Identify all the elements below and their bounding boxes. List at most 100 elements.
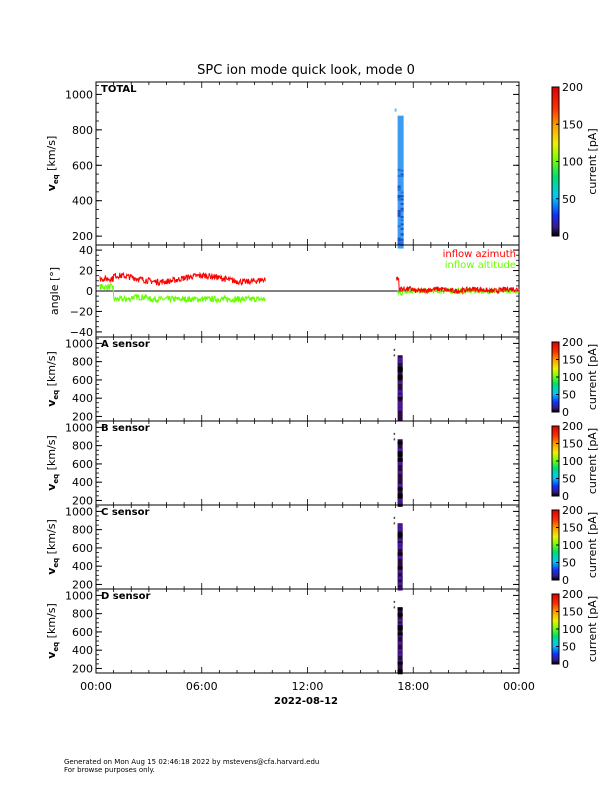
y-tick-label: 200 xyxy=(72,662,93,675)
data-speckle xyxy=(397,626,403,630)
panel-frame xyxy=(95,81,520,246)
data-speck xyxy=(393,600,396,603)
data-speckle xyxy=(400,207,404,210)
colorbar-tick-label: 100 xyxy=(562,455,583,468)
data-speckle xyxy=(397,241,401,244)
panel-frame xyxy=(95,336,520,422)
data-speckle xyxy=(400,238,404,241)
colorbar-label: current [pA] xyxy=(586,428,599,494)
colorbar-label: current [pA] xyxy=(586,344,599,410)
data-speckle xyxy=(400,216,404,219)
y-axis-label-unit: [km/s] xyxy=(45,603,58,642)
y-tick-label: 800 xyxy=(72,608,93,621)
colorbar-tick-label: 200 xyxy=(562,588,583,601)
colorbar-tick-label: 200 xyxy=(562,81,583,94)
data-speckle xyxy=(400,219,404,222)
panel-a: 200 400 600 800 1000 veq [km/s] A sensor 0 50 100… xyxy=(45,336,599,423)
data-speckle xyxy=(397,448,403,452)
colorbar-tick-label: 150 xyxy=(562,522,583,535)
colorbar-tick-label: 50 xyxy=(562,389,576,402)
data-speckle xyxy=(400,191,404,194)
data-bar xyxy=(397,355,403,421)
y-tick-label: 0 xyxy=(86,285,93,298)
legend-altitude: inflow altitude xyxy=(445,260,516,271)
colorbar-tick-label: 50 xyxy=(562,641,576,654)
y-axis-label-sub: eq xyxy=(52,390,60,400)
y-axis-label-v: v xyxy=(45,183,58,191)
x-tick-label: 06:00 xyxy=(186,680,218,693)
data-speck xyxy=(393,516,396,519)
y-axis-label-v: v xyxy=(45,651,58,659)
data-speckle xyxy=(397,441,403,445)
data-speckle xyxy=(397,498,403,502)
data-speckle xyxy=(397,209,401,212)
y-tick-label: −40 xyxy=(70,326,93,339)
colorbar-tick-label: 200 xyxy=(562,336,583,349)
data-speckle xyxy=(397,669,403,673)
y-tick-label: 600 xyxy=(72,542,93,555)
colorbar-tick-label: 100 xyxy=(562,623,583,636)
x-tick-label: 00:00 xyxy=(503,680,535,693)
data-speckle xyxy=(397,487,403,491)
data-speckle xyxy=(400,241,404,244)
data-speckle xyxy=(397,661,403,665)
y-axis-label: veq [km/s] xyxy=(45,603,60,659)
panel-label: A sensor xyxy=(101,339,150,350)
panel-c: 200 400 600 800 1000 veq [km/s] C sensor 0 50 100… xyxy=(45,504,599,591)
y-axis-label-sub: eq xyxy=(52,558,60,568)
y-tick-label: 600 xyxy=(72,626,93,639)
data-speckle xyxy=(397,502,403,506)
data-speckle xyxy=(397,237,401,240)
y-tick-label: 600 xyxy=(72,374,93,387)
y-tick-label: 200 xyxy=(72,578,93,591)
data-speck xyxy=(393,354,396,357)
data-speckle xyxy=(397,569,403,573)
footer-generated: Generated on Mon Aug 15 02:46:18 2022 by… xyxy=(64,758,320,766)
azimuth-trace xyxy=(396,276,520,295)
data-speckle xyxy=(400,198,404,201)
colorbar-label: current [pA] xyxy=(586,128,599,194)
data-speckle xyxy=(397,404,403,408)
y-tick-label: 40 xyxy=(79,244,93,257)
panel-label: B sensor xyxy=(101,423,150,434)
colorbar-tick-label: 0 xyxy=(562,406,569,419)
y-tick-label: 800 xyxy=(72,440,93,453)
y-tick-label: 800 xyxy=(72,356,93,369)
y-axis-label-sub: eq xyxy=(52,474,60,484)
data-speckle xyxy=(397,360,403,364)
panel-d: 200 400 600 800 1000 veq [km/s] D sensor 0 50 100… xyxy=(45,588,599,675)
colorbar-tick-label: 0 xyxy=(562,658,569,671)
y-axis-label-unit: [km/s] xyxy=(45,435,58,474)
y-axis-label: veq [km/s] xyxy=(45,519,60,575)
data-speckle xyxy=(397,453,403,457)
data-speckle xyxy=(397,407,403,411)
y-tick-label: −20 xyxy=(70,305,93,318)
data-speckle xyxy=(397,576,403,580)
data-speckle xyxy=(397,649,403,653)
data-speckle xyxy=(397,401,403,405)
y-axis-label-unit: [km/s] xyxy=(45,519,58,558)
azimuth-trace xyxy=(99,271,266,287)
data-bar xyxy=(397,115,404,249)
data-speckle xyxy=(397,198,401,201)
data-speckle xyxy=(397,396,403,400)
data-speckle xyxy=(397,185,401,188)
colorbar-tick-label: 150 xyxy=(562,606,583,619)
colorbar-label: current [pA] xyxy=(586,512,599,578)
x-tick-label: 12:00 xyxy=(292,680,324,693)
y-tick-label: 400 xyxy=(72,195,93,208)
data-speckle xyxy=(397,451,403,455)
panel-angle: 40 20 0 −20 −40 angle [°] inflow azimuthinflow… xyxy=(48,244,520,339)
y-tick-label: 400 xyxy=(72,476,93,489)
data-speckle xyxy=(397,483,403,487)
data-speckle xyxy=(397,552,403,556)
data-speckle xyxy=(400,169,404,172)
y-tick-label: 1000 xyxy=(65,88,93,101)
data-speckle xyxy=(397,493,403,497)
y-axis-label-v: v xyxy=(45,567,58,575)
data-speck xyxy=(393,438,396,441)
figure-title: SPC ion mode quick look, mode 0 xyxy=(197,63,415,78)
y-axis-label-v: v xyxy=(45,399,58,407)
colorbar-label: current [pA] xyxy=(586,596,599,662)
